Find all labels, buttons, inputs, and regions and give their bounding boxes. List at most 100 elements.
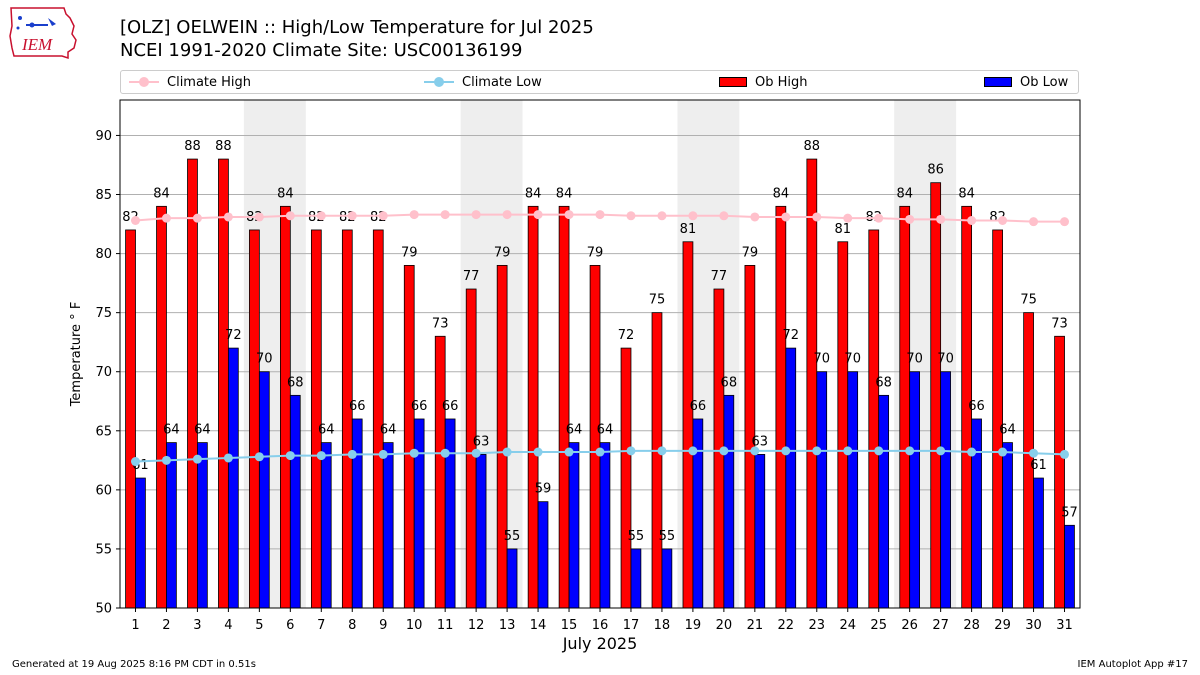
x-tick-label: 10	[406, 618, 423, 633]
ob-low-label: 64	[999, 423, 1016, 438]
climate-high-point	[316, 211, 326, 221]
climate-low-point	[223, 453, 233, 463]
ob-low-label: 63	[752, 434, 769, 449]
climate-low-point	[440, 448, 450, 458]
ob-low-label: 72	[782, 328, 799, 343]
climate-low-point	[719, 446, 729, 456]
ob-low-bar	[971, 418, 982, 609]
climate-high-point	[378, 211, 388, 221]
climate-high-point	[502, 210, 512, 220]
ob-low-label: 57	[1061, 505, 1078, 520]
ob-low-label: 70	[844, 352, 861, 367]
ob-high-label: 75	[649, 293, 666, 308]
ob-low-label: 59	[535, 482, 552, 497]
ob-low-bar	[1002, 442, 1013, 609]
climate-low-point	[812, 446, 822, 456]
ob-high-label: 84	[773, 186, 790, 201]
ob-high-bar	[341, 229, 353, 609]
y-tick-label: 80	[95, 247, 112, 262]
ob-high-label: 79	[401, 245, 418, 260]
x-tick-label: 1	[131, 618, 139, 633]
ob-high-label: 88	[184, 139, 201, 154]
ob-high-label: 84	[153, 186, 170, 201]
climate-low-point	[657, 446, 667, 456]
ob-high-bar	[434, 335, 446, 609]
ob-low-label: 70	[906, 352, 923, 367]
ob-low-label: 66	[411, 399, 428, 414]
climate-high-point	[347, 211, 357, 221]
climate-high-point	[223, 212, 233, 222]
climate-high-point	[533, 210, 543, 220]
ob-low-label: 61	[1030, 458, 1047, 473]
ob-high-bar	[868, 229, 880, 609]
ob-high-bar	[218, 158, 229, 609]
legend-label: Ob High	[755, 74, 808, 90]
ob-high-label: 88	[215, 139, 232, 154]
ob-low-label: 70	[813, 352, 830, 367]
ob-low-bar	[506, 548, 518, 609]
climate-high-point	[595, 210, 605, 220]
climate-low-point	[998, 447, 1008, 457]
x-tick-label: 27	[932, 618, 949, 633]
climate-low-point	[502, 447, 512, 457]
chart-legend: Climate High Climate Low Ob High Ob Low	[120, 70, 1079, 94]
climate-high-point	[130, 216, 140, 226]
x-tick-label: 15	[561, 618, 578, 633]
ob-high-bar	[249, 229, 260, 609]
ob-high-bar	[125, 229, 136, 609]
climate-high-point	[192, 213, 202, 223]
climate-low-point	[316, 451, 326, 461]
climate-low-point	[533, 447, 543, 457]
app-footer: IEM Autoplot App #17	[1077, 659, 1188, 670]
ob-low-label: 55	[504, 529, 521, 544]
ob-high-label: 84	[556, 186, 573, 201]
ob-high-bar	[930, 182, 942, 609]
climate-low-point	[130, 457, 140, 467]
x-tick-label: 12	[468, 618, 485, 633]
ob-low-bar	[630, 548, 642, 609]
ob-high-bar	[837, 241, 849, 609]
climate-low-point	[626, 446, 636, 456]
ob-high-label: 75	[1020, 293, 1037, 308]
ob-low-label: 70	[256, 352, 273, 367]
ob-low-bar	[909, 371, 920, 609]
climate-high-point	[1060, 217, 1070, 227]
x-tick-label: 29	[994, 618, 1011, 633]
ob-high-label: 77	[711, 269, 728, 284]
climate-high-point	[409, 210, 419, 220]
climate-high-point	[719, 211, 729, 221]
x-tick-label: 14	[530, 618, 547, 633]
ob-high-bar	[496, 264, 508, 609]
x-tick-label: 8	[348, 618, 356, 633]
ob-low-bar	[568, 442, 580, 609]
climate-high-point	[564, 210, 574, 220]
y-tick-label: 65	[95, 424, 112, 439]
legend-climate-low: Climate Low	[424, 71, 542, 93]
ob-low-bar	[1064, 524, 1075, 609]
ob-high-label: 79	[494, 245, 511, 260]
ob-low-label: 55	[628, 529, 645, 544]
y-tick-label: 90	[95, 129, 112, 144]
climate-high-point	[967, 216, 977, 226]
ob-low-label: 64	[380, 423, 397, 438]
climate-high-point	[874, 213, 884, 223]
ob-high-bar	[620, 347, 632, 609]
climate-high-point	[781, 212, 791, 222]
ob-high-bar	[156, 205, 167, 609]
chart-title: [OLZ] OELWEIN :: High/Low Temperature fo…	[120, 17, 594, 38]
x-axis-label: July 2025	[562, 634, 638, 653]
ob-low-label: 66	[968, 399, 985, 414]
climate-low-point	[564, 447, 574, 457]
y-axis-label: Temperature ° F	[69, 302, 84, 408]
ob-low-bar	[382, 442, 394, 609]
climate-high-point	[161, 213, 171, 223]
ob-low-label: 68	[875, 375, 892, 390]
x-tick-label: 22	[778, 618, 795, 633]
ob-low-bar	[599, 442, 611, 609]
x-tick-label: 21	[747, 618, 764, 633]
ob-high-bar	[372, 229, 384, 609]
ob-low-label: 63	[473, 434, 490, 449]
x-tick-label: 26	[901, 618, 918, 633]
ob-high-bar	[280, 205, 291, 609]
